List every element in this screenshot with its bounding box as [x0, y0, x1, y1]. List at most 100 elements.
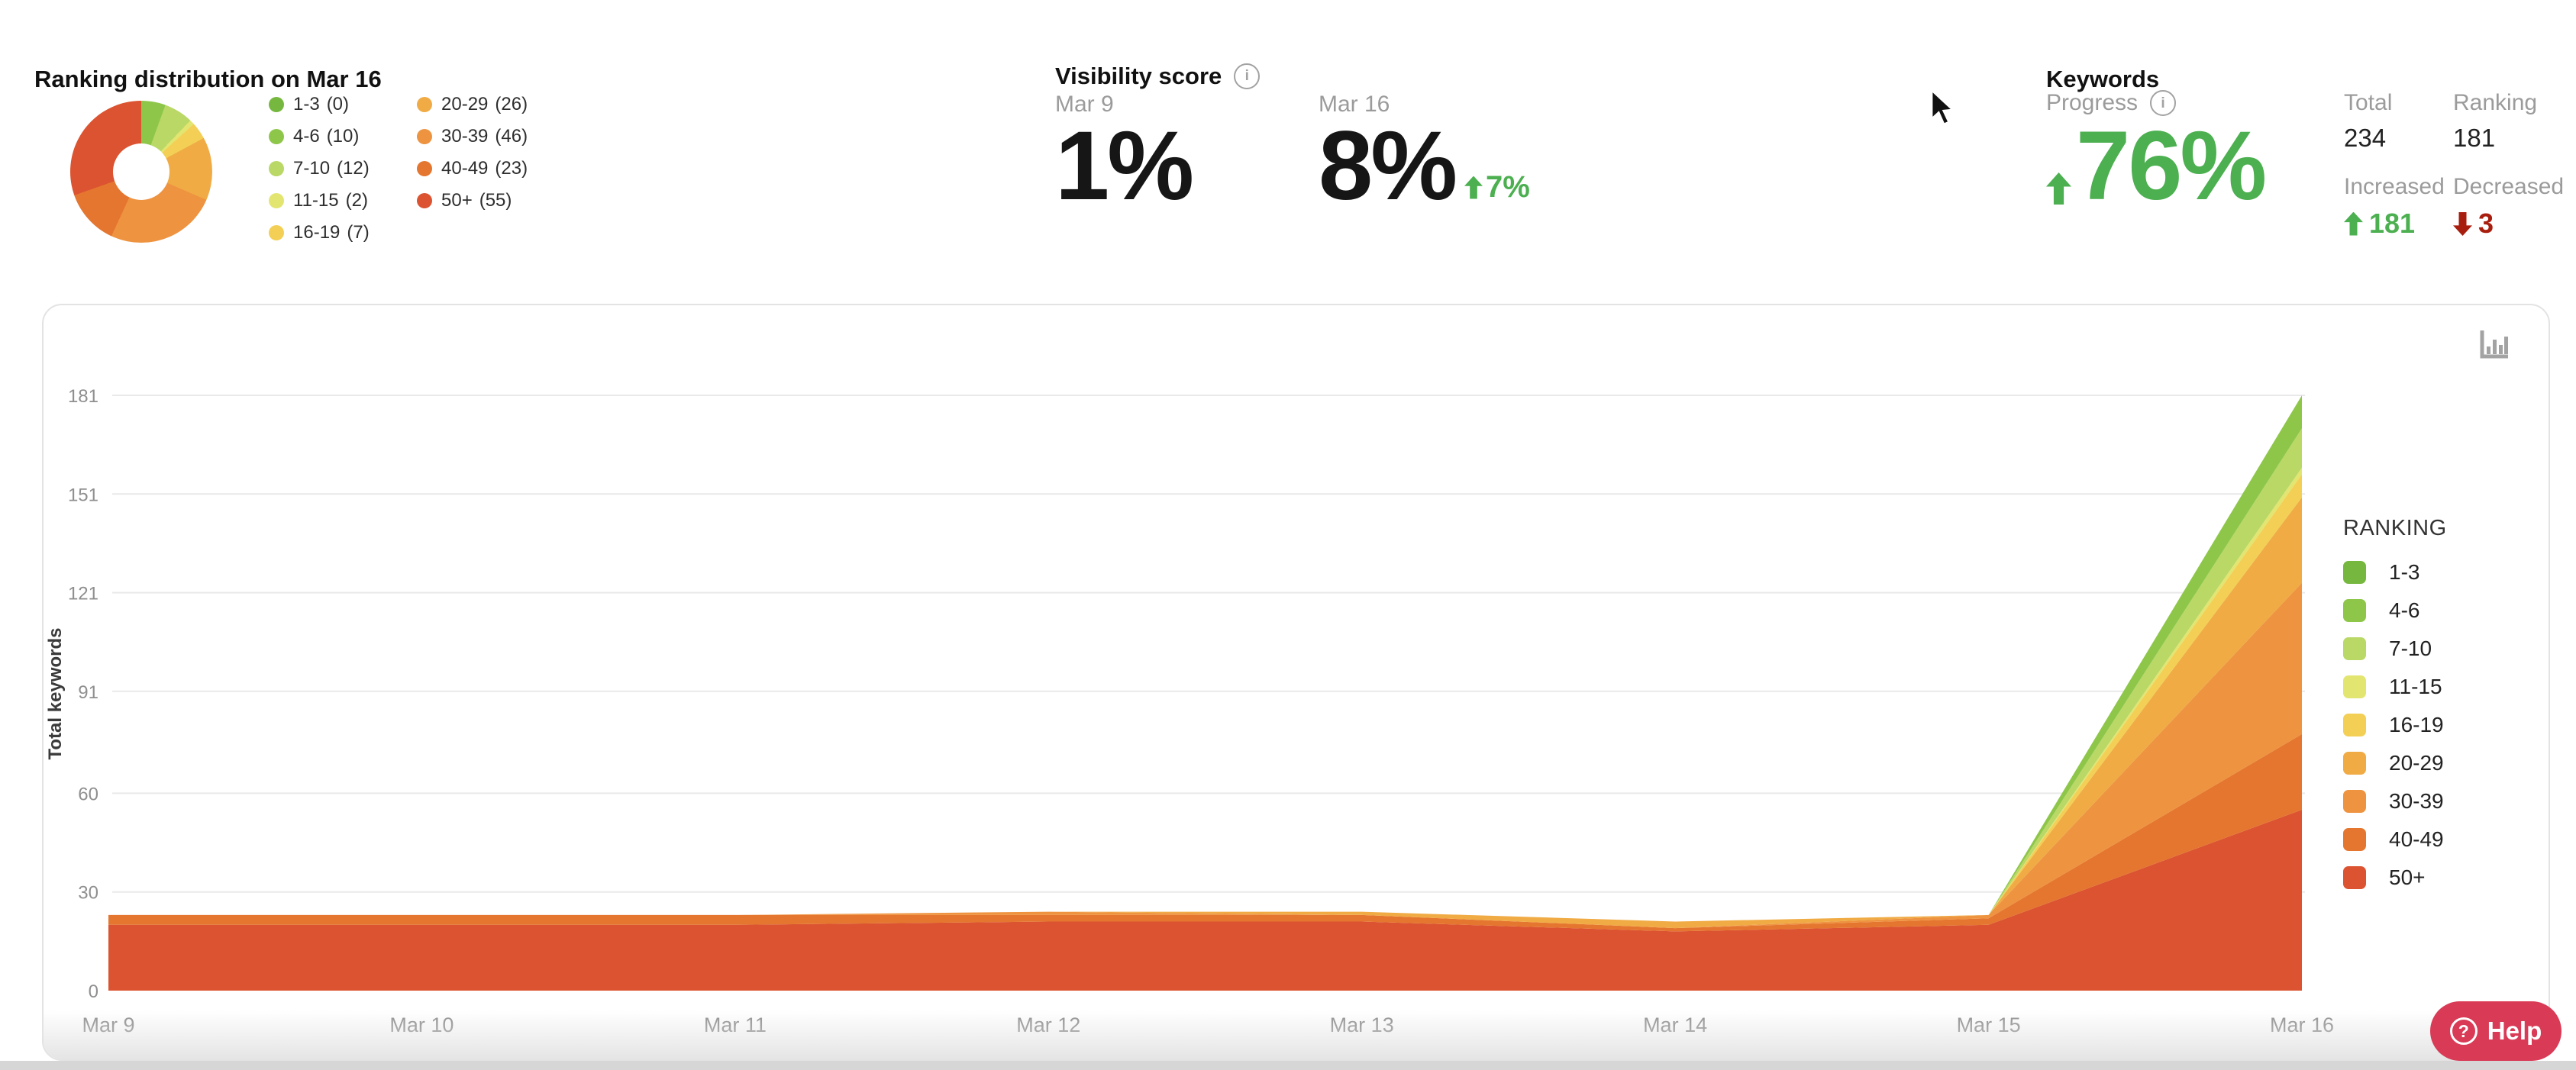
legend-range-label: 40-49: [2389, 827, 2444, 851]
question-mark-icon: ?: [2449, 1017, 2478, 1045]
stat-label: Decreased: [2453, 174, 2565, 199]
legend-range-label: 16-19: [2389, 713, 2444, 736]
visibility-col-mar9: Mar 9 1%: [1055, 92, 1194, 215]
legend-range-label: 1-3: [2389, 560, 2420, 584]
legend-count: (7): [347, 222, 370, 243]
legend-dot-icon: [269, 161, 284, 176]
keywords-title: Keywords: [2046, 65, 2160, 92]
legend-dot-icon: [269, 97, 284, 112]
area-series-16-19: [108, 474, 2302, 922]
keywords-trend-card: Total keywords 0306091121151181Mar 9Mar …: [42, 304, 2550, 1061]
legend-range-label: 4-6: [293, 126, 320, 147]
ranking-distribution-legend-item: 30-39 (46): [417, 126, 528, 147]
ranking-distribution-legend-item: 50+ (55): [417, 190, 528, 211]
legend-swatch-icon: [2343, 637, 2366, 660]
area-series-40-49: [108, 733, 2302, 932]
stat-label: Total: [2344, 90, 2393, 115]
legend-swatch-icon: [2343, 599, 2366, 622]
legend-count: (55): [479, 190, 512, 211]
info-icon[interactable]: i: [1234, 63, 1261, 89]
visibility-delta-value: 7%: [1486, 170, 1530, 204]
arrow-up-icon: [2046, 172, 2071, 205]
bar-chart-icon[interactable]: [2477, 327, 2512, 362]
ranking-distribution-title: Ranking distribution on Mar 16: [34, 65, 382, 92]
chart-legend-item[interactable]: 16-19: [2343, 713, 2447, 736]
ranking-distribution-legend-item: 1-3 (0): [269, 94, 370, 114]
ranking-distribution-legend-item: 40-49 (23): [417, 158, 528, 179]
y-tick-label: 91: [78, 682, 98, 703]
area-series-11-15: [108, 467, 2302, 922]
ranking-distribution-legend-item: 4-6 (10): [269, 126, 370, 147]
legend-range-label: 30-39: [441, 126, 489, 147]
ranking-distribution-legend-item: 11-15 (2): [269, 190, 370, 211]
stat-value: 181: [2369, 208, 2416, 239]
arrow-up-icon: [1464, 176, 1483, 199]
chart-legend-item[interactable]: 40-49: [2343, 827, 2447, 851]
y-tick-label: 181: [68, 386, 98, 407]
card-bottom-fade: [44, 1010, 2549, 1059]
legend-range-label: 16-19: [293, 222, 341, 243]
legend-dot-icon: [417, 193, 432, 208]
visibility-col-mar16: Mar 16 8% 7%: [1319, 92, 1530, 215]
mouse-cursor: [1930, 89, 1956, 126]
stat-decreased: Decreased 3: [2453, 174, 2565, 240]
visibility-score-title: Visibility score: [1055, 62, 1222, 89]
ranking-distribution-legend-item: 16-19 (7): [269, 222, 370, 243]
y-tick-label: 151: [68, 485, 98, 505]
legend-swatch-icon: [2343, 790, 2366, 813]
legend-dot-icon: [417, 129, 432, 144]
y-tick-label: 121: [68, 584, 98, 604]
visibility-date: Mar 16: [1319, 92, 1390, 117]
chart-legend-item[interactable]: 7-10: [2343, 637, 2447, 660]
stat-value: 181: [2453, 124, 2496, 152]
progress-value: 76%: [2076, 111, 2267, 221]
area-series-4-6: [108, 395, 2302, 922]
chart-legend-item[interactable]: 50+: [2343, 865, 2447, 889]
y-tick-label: 60: [78, 784, 98, 804]
legend-swatch-icon: [2343, 675, 2366, 698]
visibility-date: Mar 9: [1055, 92, 1114, 117]
stacked-area-chart[interactable]: 0306091121151181Mar 9Mar 10Mar 11Mar 12M…: [44, 305, 2549, 1059]
legend-range-label: 30-39: [2389, 789, 2444, 813]
chart-legend: RANKING 1-3 4-6 7-10 11-15 16-19 20-29 30-39 40…: [2343, 516, 2447, 889]
area-series-20-29: [108, 497, 2302, 929]
legend-count: (23): [495, 158, 528, 179]
legend-range-label: 1-3: [293, 94, 320, 114]
chart-legend-item[interactable]: 11-15: [2343, 675, 2447, 698]
area-series-30-39: [108, 582, 2302, 929]
legend-range-label: 50+: [441, 190, 473, 211]
help-button-label: Help: [2487, 1017, 2542, 1045]
stat-total: Total 234: [2344, 90, 2451, 153]
visibility-delta: 7%: [1464, 170, 1530, 205]
chart-legend-item[interactable]: 1-3: [2343, 560, 2447, 584]
legend-range-label: 7-10: [2389, 637, 2432, 660]
stat-increased: Increased 181: [2344, 174, 2451, 240]
stat-ranking: Ranking 181: [2453, 90, 2560, 153]
arrow-down-icon: [2453, 212, 2472, 236]
donut-hole: [113, 143, 169, 200]
visibility-value: 8%: [1319, 111, 1457, 221]
legend-count: (46): [495, 126, 528, 147]
legend-range-label: 7-10: [293, 158, 331, 179]
ranking-distribution-legend-item: 20-29 (26): [417, 94, 528, 114]
y-tick-label: 0: [89, 981, 98, 1002]
legend-swatch-icon: [2343, 752, 2366, 775]
help-button[interactable]: ? Help: [2430, 1001, 2561, 1061]
legend-swatch-icon: [2343, 561, 2366, 584]
stat-label: Ranking: [2453, 90, 2538, 115]
chart-legend-item[interactable]: 30-39: [2343, 789, 2447, 813]
arrow-up-icon: [2344, 211, 2363, 236]
chart-legend-item[interactable]: 20-29: [2343, 751, 2447, 775]
legend-count: (2): [345, 190, 368, 211]
stat-value: 3: [2478, 208, 2494, 239]
ranking-distribution-legend-col-2: 20-29 (26) 30-39 (46) 40-49 (23) 50+ (55): [417, 94, 528, 211]
legend-swatch-icon: [2343, 828, 2366, 851]
legend-range-label: 50+: [2389, 865, 2426, 889]
legend-range-label: 20-29: [2389, 751, 2444, 775]
ranking-distribution-donut: [70, 101, 212, 243]
progress-label: Progress: [2046, 90, 2139, 115]
info-icon[interactable]: i: [2150, 90, 2177, 116]
legend-count: (10): [326, 126, 360, 147]
legend-count: (0): [326, 94, 350, 114]
chart-legend-item[interactable]: 4-6: [2343, 598, 2447, 622]
